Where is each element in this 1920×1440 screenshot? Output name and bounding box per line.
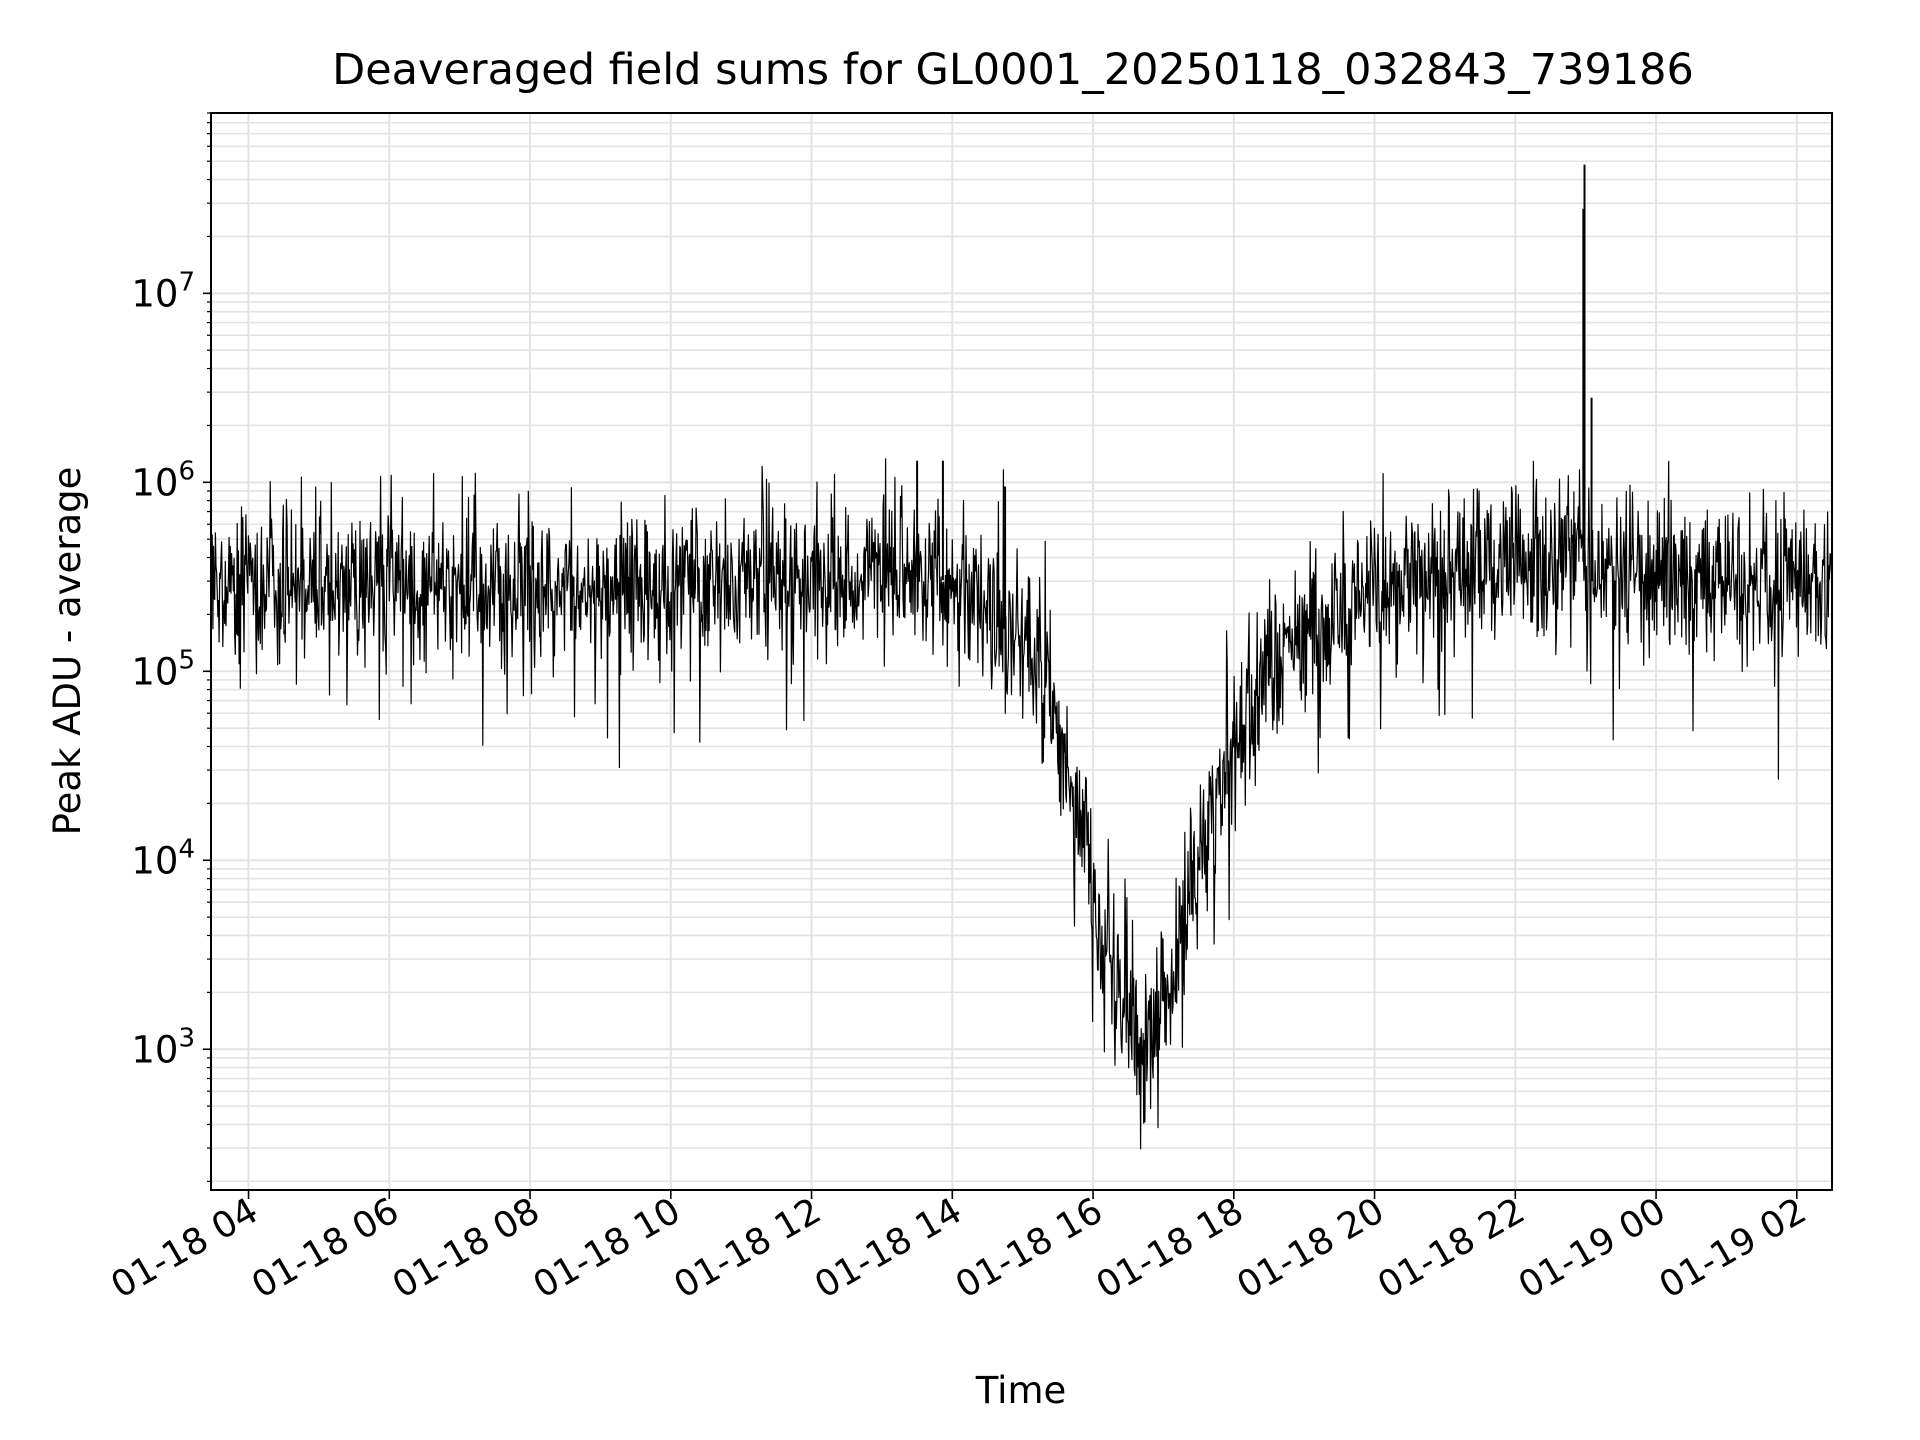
x-axis-label: Time [975, 1369, 1067, 1412]
y-tick-label: 107 [131, 267, 195, 315]
y-tick-label: 103 [131, 1023, 195, 1071]
y-axis: 103 104 105 106 107 [131, 112, 211, 1182]
grid [211, 112, 1832, 1190]
plot-area [210, 164, 1833, 1150]
chart-title: Deaveraged field sums for GL0001_2025011… [332, 45, 1694, 95]
data-series-line [210, 458, 1833, 1150]
plot-frame [210, 112, 1833, 1191]
y-axis-label: Peak ADU - average [46, 467, 89, 836]
y-tick-label: 105 [131, 645, 195, 693]
y-tick-label: 106 [131, 456, 195, 504]
y-tick-label: 104 [131, 834, 195, 882]
